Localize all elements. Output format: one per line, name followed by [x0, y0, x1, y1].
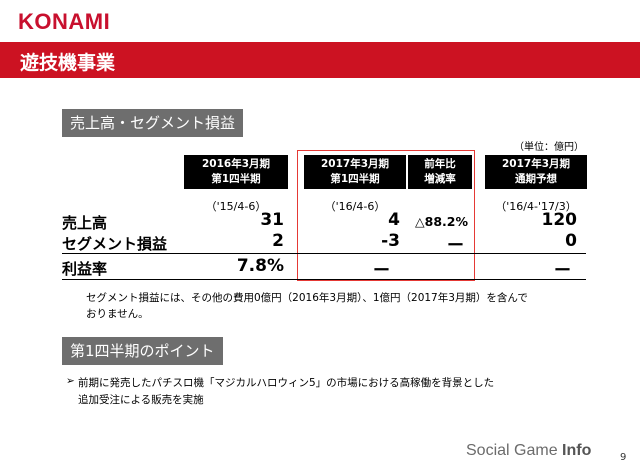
title-bar: 遊技機事業 [0, 42, 640, 78]
row-label-segment-profit: セグメント損益 [62, 235, 168, 253]
konami-logo: KONAMI [18, 9, 111, 34]
table-cell: 0 [565, 231, 577, 251]
page-title: 遊技機事業 [20, 52, 116, 74]
period-fy2017-q1: （'16/4-6） [324, 200, 386, 213]
column-header-fy2017-forecast: 2017年3月期 通期予想 [485, 155, 587, 189]
table-cell: △88.2% [415, 214, 468, 229]
section-title-q1-points: 第1四半期のポイント [62, 337, 223, 365]
row-label-sales: 売上高 [62, 214, 108, 232]
period-fy2016-q1: （'15/4-6） [205, 200, 267, 213]
column-header-yoy: 前年比 増減率 [408, 155, 472, 189]
section-title-sales: 売上高・セグメント損益 [62, 109, 244, 137]
table-cell: ー [373, 261, 390, 281]
unit-label: （単位：億円） [514, 142, 584, 153]
period-fy2017-forecast: （'16/4-'17/3） [495, 200, 577, 213]
table-cell: ー [447, 236, 464, 256]
table-cell: ー [554, 261, 571, 281]
table-bottom-border [62, 279, 586, 280]
highlight-frame [297, 150, 475, 281]
table-cell: 120 [541, 210, 578, 230]
footnote: セグメント損益には、その他の費用0億円（2016年3月期）、1億円（2017年3… [86, 292, 528, 320]
bullet-arrow-icon: ➢ [66, 375, 75, 387]
column-header-fy2017-q1: 2017年3月期 第1四半期 [304, 155, 406, 189]
bullet-point: 前期に発売したパチスロ機「マジカルハロウィン5」の市場における高稼働を背景とした… [78, 377, 495, 406]
table-cell: 31 [260, 210, 284, 230]
table-cell: 4 [388, 210, 400, 230]
table-cell: 2 [272, 231, 284, 251]
page-number: 9 [620, 452, 627, 463]
watermark: Social Game Info [466, 442, 592, 459]
table-cell: -3 [381, 231, 400, 251]
table-divider [62, 253, 586, 254]
table-cell: 7.8% [236, 256, 284, 276]
column-header-fy2016-q1: 2016年3月期 第1四半期 [184, 155, 288, 189]
row-label-margin: 利益率 [62, 260, 108, 278]
